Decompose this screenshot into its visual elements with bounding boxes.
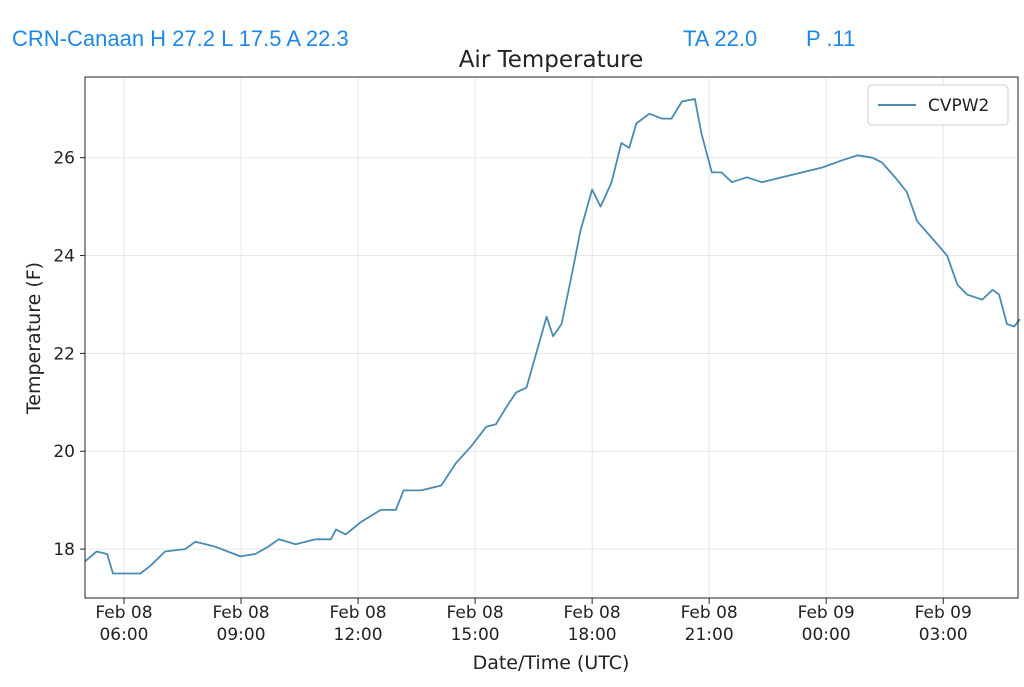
x-tick-label: Feb 08 12:00 [329, 603, 387, 645]
x-tick-label: Feb 08 09:00 [212, 603, 270, 645]
x-tick-label: Feb 08 15:00 [446, 603, 504, 645]
legend-box [867, 84, 1009, 126]
x-tick-label: Feb 09 00:00 [797, 603, 855, 645]
x-tick-label: Feb 08 21:00 [680, 603, 738, 645]
x-axis-label: Date/Time (UTC) [473, 652, 630, 674]
y-tick-label: 22 [53, 344, 75, 364]
x-tick-label: Feb 09 03:00 [914, 603, 972, 645]
x-tick-label: Feb 08 18:00 [563, 603, 621, 645]
series-line [84, 98, 1021, 575]
p-value: P .11 [806, 26, 856, 51]
chart-title: Air Temperature [459, 47, 644, 73]
y-tick-label: 18 [53, 540, 75, 560]
station-summary: CRN-Canaan H 27.2 L 17.5 A 22.3 [12, 26, 349, 51]
ta-value: TA 22.0 [683, 26, 758, 51]
y-tick-label: 20 [53, 442, 75, 462]
y-tick-label: 24 [53, 247, 75, 267]
legend-label: CVPW2 [928, 96, 989, 116]
y-axis-label: Temperature (F) [23, 262, 45, 415]
x-tick-label: Feb 08 06:00 [95, 603, 153, 645]
plot-frame [84, 76, 1019, 599]
y-tick-label: 26 [53, 149, 75, 169]
